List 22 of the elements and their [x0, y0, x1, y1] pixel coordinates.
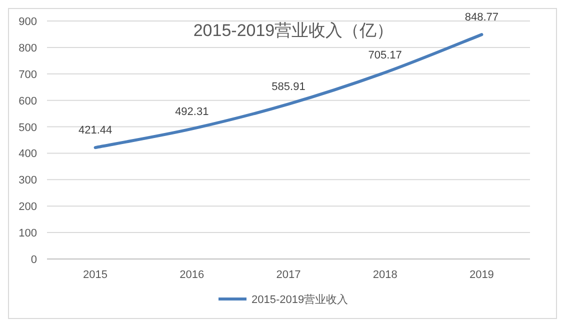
- x-tick-label: 2018: [372, 269, 398, 281]
- y-tick-label: 800: [18, 42, 37, 54]
- data-label: 492.31: [175, 106, 209, 118]
- data-label: 848.77: [464, 12, 499, 24]
- data-label: 585.91: [272, 81, 306, 94]
- x-tick-label: 2015: [83, 269, 108, 281]
- y-tick-label: 100: [18, 228, 37, 240]
- y-tick-label: 500: [18, 122, 37, 134]
- data-label: 421.44: [78, 124, 112, 137]
- x-tick-label: 2016: [180, 269, 204, 281]
- x-tick-label: 2019: [469, 269, 494, 281]
- y-tick-label: 300: [18, 174, 37, 187]
- y-tick-label: 600: [18, 95, 37, 108]
- y-tick-label: 200: [18, 201, 37, 214]
- legend-label: 2015-2019营业收入: [252, 293, 348, 306]
- y-tick-label: 0: [30, 254, 37, 266]
- y-tick-label: 400: [18, 148, 37, 160]
- chart-title: 2015-2019营业收入（亿）: [193, 21, 394, 40]
- x-tick-label: 2017: [276, 269, 301, 281]
- data-label: 705.17: [368, 50, 402, 62]
- y-tick-label: 700: [18, 68, 37, 81]
- y-tick-label: 900: [18, 16, 37, 28]
